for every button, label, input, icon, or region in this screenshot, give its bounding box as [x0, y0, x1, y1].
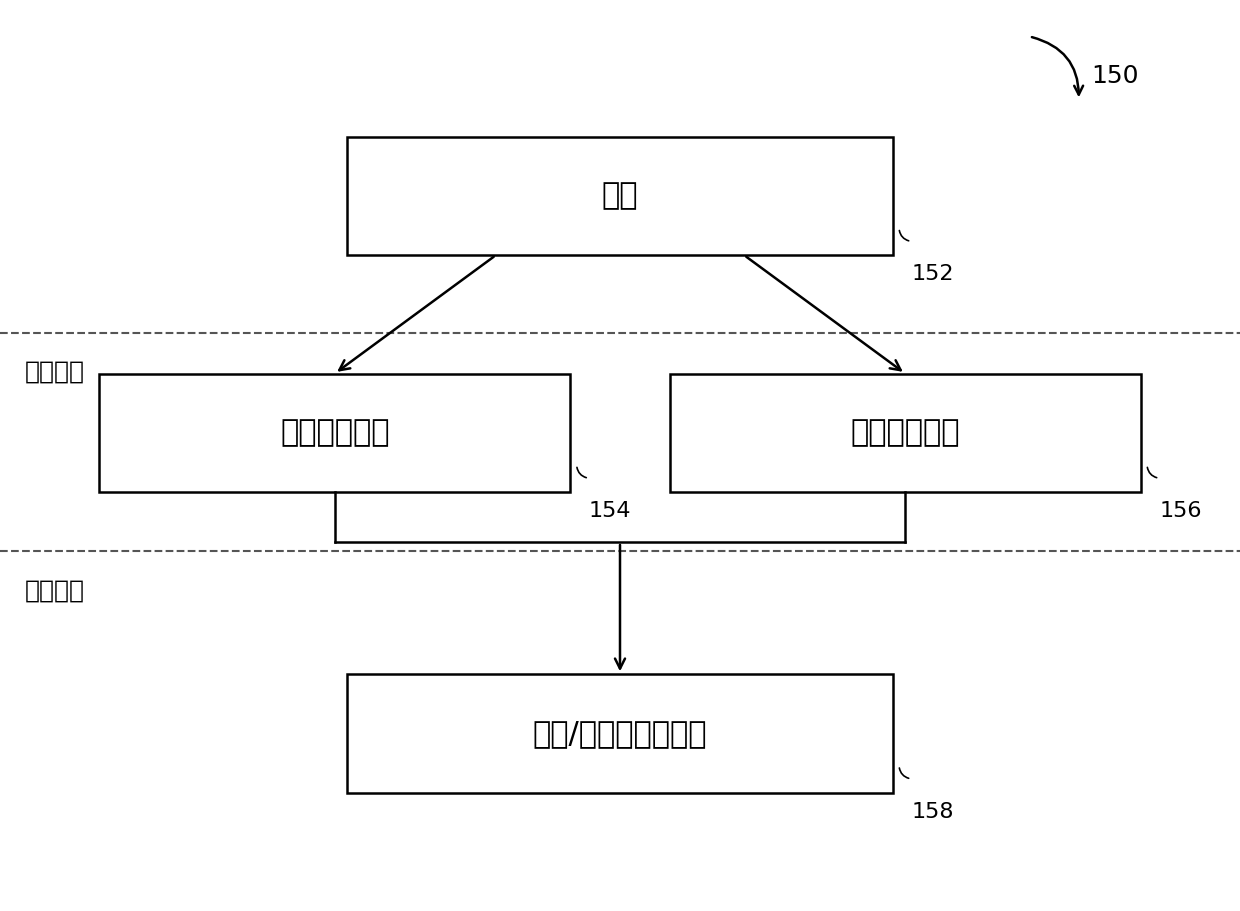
Text: 运行时间: 运行时间	[25, 578, 84, 602]
Text: 158: 158	[911, 802, 954, 822]
Text: 156: 156	[1159, 501, 1202, 521]
FancyBboxPatch shape	[347, 674, 893, 793]
Text: 154: 154	[589, 501, 631, 521]
Text: 152: 152	[911, 264, 954, 284]
Text: 计划时间: 计划时间	[25, 360, 84, 384]
Text: 选择/执行适当的计划: 选择/执行适当的计划	[533, 719, 707, 748]
FancyBboxPatch shape	[347, 137, 893, 255]
Text: 150: 150	[1091, 64, 1138, 87]
FancyBboxPatch shape	[99, 374, 570, 492]
FancyBboxPatch shape	[670, 374, 1141, 492]
Text: 串行执行计划: 串行执行计划	[280, 418, 389, 447]
Text: 查询: 查询	[601, 181, 639, 210]
Text: 并行执行计划: 并行执行计划	[851, 418, 960, 447]
